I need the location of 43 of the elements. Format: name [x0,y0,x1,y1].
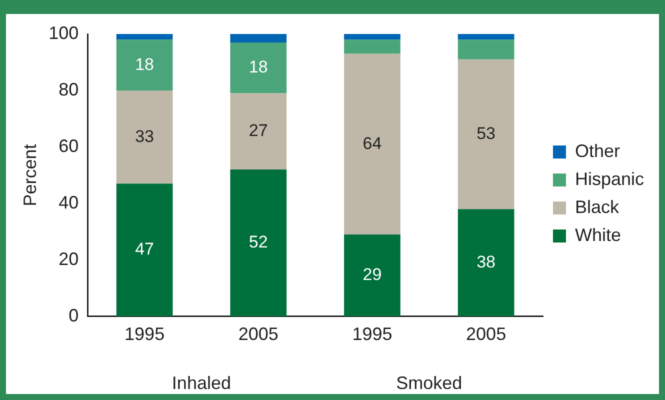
bar [116,184,173,316]
y-tick-label: 60 [58,136,79,156]
x-tick-label: 1995 [124,324,165,344]
data-label: 18 [135,54,154,74]
legend-label: Hispanic [574,168,644,189]
y-axis-title: Percent [20,144,40,206]
x-tick-label: 2005 [466,324,506,344]
bar [344,234,400,316]
data-label: 27 [248,121,268,140]
bar [116,40,173,90]
data-label: 38 [476,252,496,272]
bar [344,40,400,54]
bar [344,54,400,235]
legend-label: Other [574,140,620,161]
bar [344,34,400,40]
y-tick-label: 40 [58,192,79,212]
bar [230,170,287,316]
data-label: 33 [135,126,154,146]
legend-label: White [574,224,621,245]
bar [230,42,287,94]
legend-label: Black [574,196,620,217]
data-label: 64 [362,134,382,153]
data-label: 53 [476,124,496,143]
text: Smoked [396,372,462,393]
y-tick-label: 80 [58,79,79,100]
y-tick-label: 20 [58,248,79,269]
data-label: 29 [362,265,382,284]
y-tick-label: 100 [48,22,79,43]
bar [230,93,287,170]
x-tick-label: 1995 [352,324,392,344]
y-tick-label: 0 [68,305,79,326]
bar [458,40,514,60]
data-label: 18 [248,58,268,77]
data-label: 47 [135,240,154,259]
bar [116,34,173,40]
text: Inhaled [172,372,231,393]
x-tick-label: 2005 [238,324,278,344]
bar [458,209,514,316]
data-label: 52 [248,232,268,252]
bar [458,59,514,210]
bar [116,90,173,184]
bar [458,34,514,40]
bar [230,34,287,42]
